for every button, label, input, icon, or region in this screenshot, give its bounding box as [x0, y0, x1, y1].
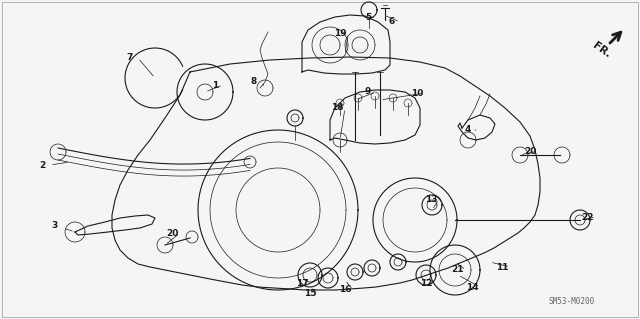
Text: 15: 15 — [304, 290, 316, 299]
Text: 18: 18 — [331, 103, 343, 113]
Text: 11: 11 — [496, 263, 508, 271]
Text: 6: 6 — [389, 18, 395, 26]
Text: FR.: FR. — [591, 40, 613, 60]
Text: 22: 22 — [582, 212, 595, 221]
Text: 13: 13 — [425, 195, 437, 204]
Text: 10: 10 — [411, 88, 423, 98]
Text: 5: 5 — [365, 12, 371, 21]
Text: 2: 2 — [39, 160, 45, 169]
Text: SM53-M0200: SM53-M0200 — [549, 298, 595, 307]
Text: 8: 8 — [251, 78, 257, 86]
Text: 9: 9 — [365, 87, 371, 97]
Text: 16: 16 — [339, 286, 351, 294]
Text: 19: 19 — [333, 29, 346, 39]
Text: 21: 21 — [452, 265, 464, 275]
Text: 20: 20 — [524, 146, 536, 155]
Text: 3: 3 — [52, 220, 58, 229]
Text: 7: 7 — [127, 54, 133, 63]
Text: 1: 1 — [212, 80, 218, 90]
Text: 4: 4 — [465, 125, 471, 135]
Text: 14: 14 — [466, 283, 478, 292]
Text: 12: 12 — [420, 278, 432, 287]
Text: 17: 17 — [296, 278, 308, 287]
Text: 20: 20 — [166, 228, 178, 238]
